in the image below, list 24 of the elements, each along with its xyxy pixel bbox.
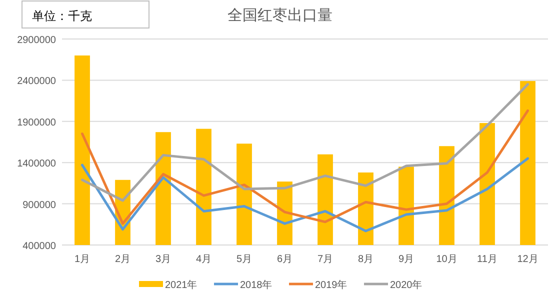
legend-label: 2018年 bbox=[240, 279, 272, 291]
y-tick-label: 900000 bbox=[22, 200, 56, 211]
legend-label: 2019年 bbox=[315, 279, 348, 291]
x-tick-label: 5月 bbox=[236, 254, 252, 265]
chart-title: 全国红枣出口量 bbox=[228, 7, 332, 24]
x-tick-label: 12月 bbox=[517, 254, 538, 265]
x-tick-label: 9月 bbox=[398, 254, 414, 265]
y-tick-label: 2400000 bbox=[17, 76, 56, 88]
y-tick-label: 400000 bbox=[22, 241, 56, 252]
x-tick-label: 3月 bbox=[155, 254, 172, 265]
x-tick-label: 8月 bbox=[358, 254, 374, 265]
y-tick-label: 1400000 bbox=[17, 158, 56, 170]
y-tick-label: 2900000 bbox=[17, 35, 56, 46]
x-tick-label: 1月 bbox=[74, 254, 90, 265]
x-tick-label: 6月 bbox=[276, 254, 293, 265]
x-tick-label: 11月 bbox=[477, 254, 498, 265]
legend-label: 2020年 bbox=[390, 279, 422, 291]
x-tick-label: 7月 bbox=[317, 254, 334, 265]
legend-label: 2021年 bbox=[165, 279, 198, 291]
x-tick-label: 10月 bbox=[436, 254, 458, 265]
y-tick-label: 1900000 bbox=[17, 117, 56, 128]
x-tick-label: 4月 bbox=[196, 254, 212, 265]
x-tick-label: 2月 bbox=[114, 254, 131, 265]
annotation: 单位：千克 bbox=[22, 0, 150, 28]
